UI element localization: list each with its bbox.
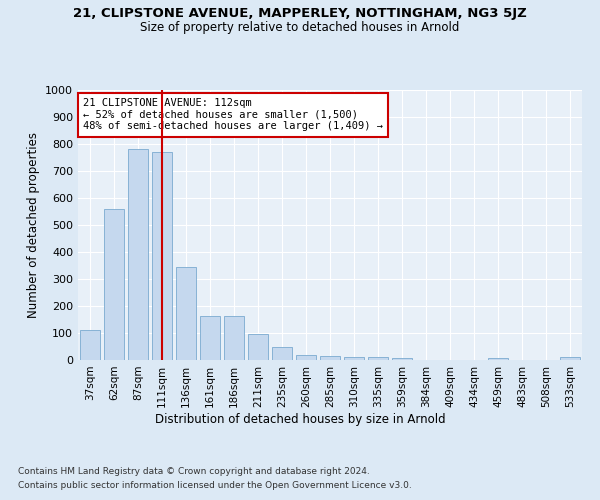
Bar [296, 354, 316, 360]
Text: Size of property relative to detached houses in Arnold: Size of property relative to detached ho… [140, 21, 460, 34]
Bar [272, 346, 292, 360]
Text: 21 CLIPSTONE AVENUE: 112sqm
← 52% of detached houses are smaller (1,500)
48% of : 21 CLIPSTONE AVENUE: 112sqm ← 52% of det… [83, 98, 383, 132]
Bar [152, 152, 172, 360]
Bar [80, 330, 100, 360]
Text: Contains HM Land Registry data © Crown copyright and database right 2024.: Contains HM Land Registry data © Crown c… [18, 468, 370, 476]
Bar [488, 358, 508, 360]
Bar [224, 316, 244, 360]
Bar [368, 358, 388, 360]
Y-axis label: Number of detached properties: Number of detached properties [26, 132, 40, 318]
Bar [128, 150, 148, 360]
Bar [248, 334, 268, 360]
Bar [392, 358, 412, 360]
Bar [200, 316, 220, 360]
Bar [104, 209, 124, 360]
Text: 21, CLIPSTONE AVENUE, MAPPERLEY, NOTTINGHAM, NG3 5JZ: 21, CLIPSTONE AVENUE, MAPPERLEY, NOTTING… [73, 8, 527, 20]
Bar [560, 358, 580, 360]
Bar [176, 268, 196, 360]
Bar [344, 358, 364, 360]
Text: Distribution of detached houses by size in Arnold: Distribution of detached houses by size … [155, 412, 445, 426]
Text: Contains public sector information licensed under the Open Government Licence v3: Contains public sector information licen… [18, 481, 412, 490]
Bar [320, 356, 340, 360]
